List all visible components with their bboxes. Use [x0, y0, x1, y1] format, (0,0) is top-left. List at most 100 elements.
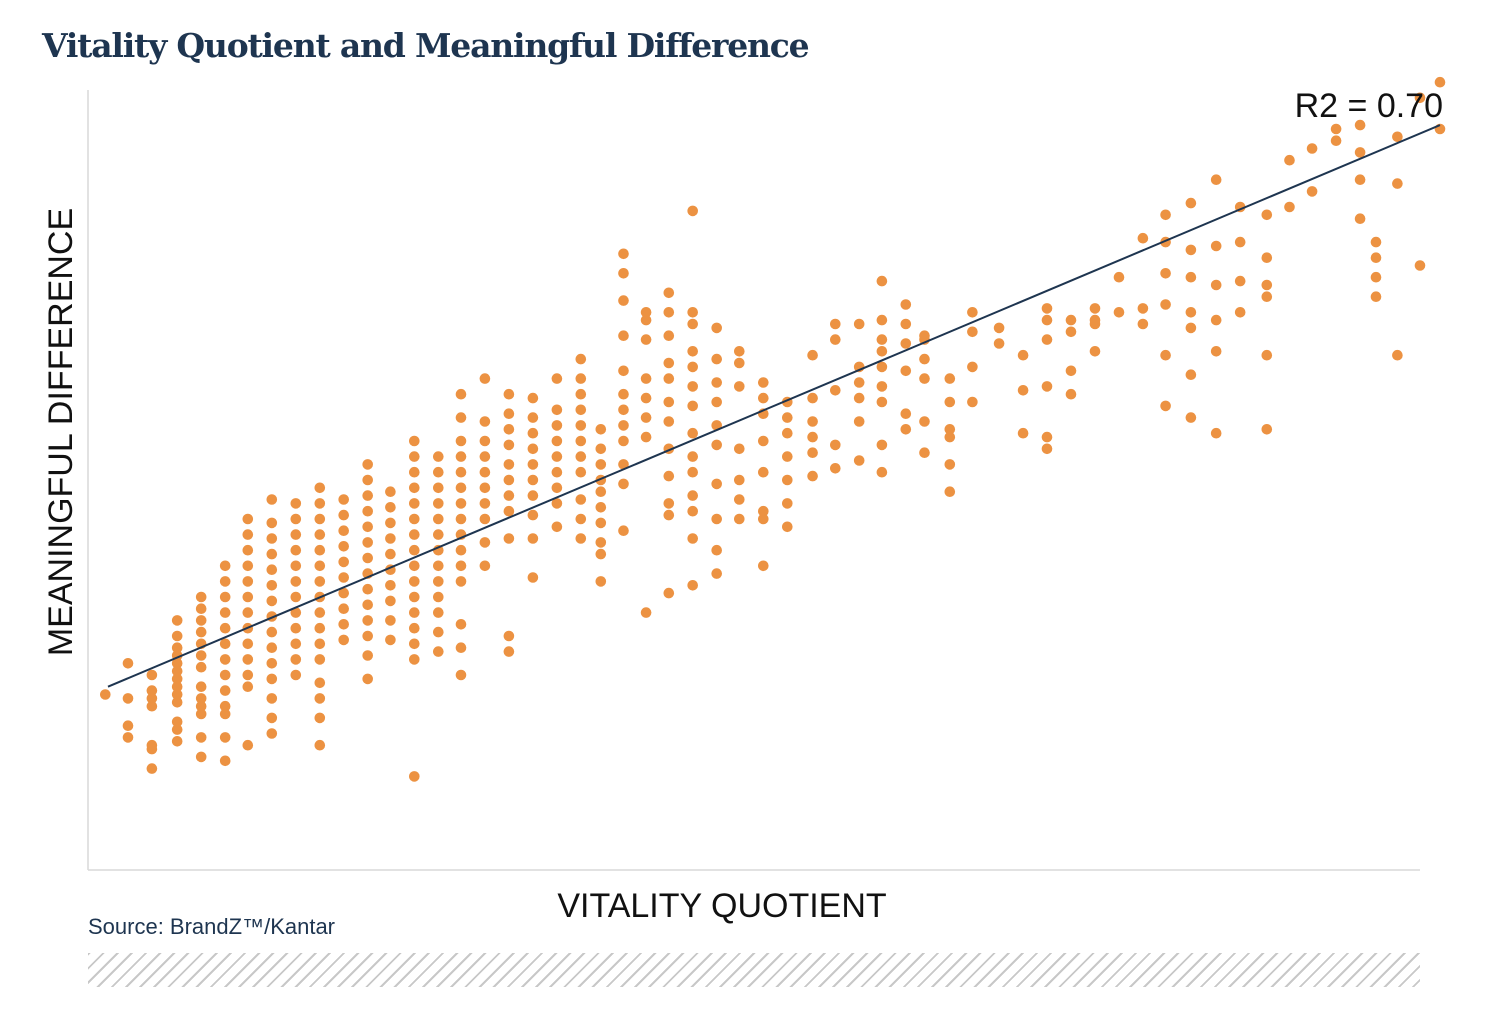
data-point — [146, 685, 158, 696]
data-point — [242, 560, 254, 572]
data-point — [146, 743, 158, 755]
data-point — [219, 560, 231, 572]
data-point — [171, 673, 183, 685]
data-point — [807, 416, 818, 427]
data-point — [195, 681, 207, 692]
data-point — [171, 642, 183, 653]
data-point — [266, 595, 278, 607]
data-point — [338, 541, 350, 552]
data-point — [876, 361, 888, 373]
data-point — [1210, 279, 1222, 291]
data-point — [711, 513, 722, 525]
data-point — [876, 381, 888, 392]
data-point — [876, 275, 888, 287]
data-point — [455, 669, 467, 681]
data-point — [338, 494, 350, 505]
data-point — [618, 435, 629, 447]
data-point — [618, 459, 629, 470]
data-point — [409, 529, 420, 540]
data-point — [362, 490, 374, 501]
data-point — [734, 443, 745, 455]
data-point — [385, 533, 396, 544]
data-point — [1370, 252, 1382, 263]
data-point — [1185, 244, 1197, 256]
data-point — [338, 572, 350, 583]
data-point — [758, 377, 769, 388]
data-point — [433, 591, 444, 603]
data-point — [122, 720, 134, 731]
data-point — [219, 732, 231, 743]
data-point — [595, 459, 607, 470]
data-point — [807, 431, 818, 443]
data-point — [1210, 174, 1222, 185]
data-point — [455, 513, 467, 525]
data-point — [663, 357, 675, 369]
data-point — [1137, 318, 1149, 330]
data-point — [503, 646, 515, 657]
data-point — [663, 470, 675, 482]
data-point — [830, 385, 841, 396]
data-point — [266, 712, 278, 724]
data-point — [1210, 427, 1222, 439]
data-point — [266, 564, 278, 575]
data-point — [242, 681, 254, 692]
data-point — [266, 658, 278, 669]
data-point — [455, 482, 467, 494]
data-point — [1041, 334, 1053, 345]
data-point — [919, 447, 930, 459]
data-point — [575, 513, 587, 525]
data-point — [944, 373, 956, 384]
data-point — [242, 739, 254, 751]
data-point — [266, 494, 278, 505]
data-point — [967, 326, 978, 338]
data-point — [618, 404, 629, 416]
data-point — [409, 435, 420, 447]
data-point — [618, 330, 629, 342]
data-point — [195, 603, 207, 614]
data-point — [266, 580, 278, 591]
data-point — [1160, 299, 1171, 310]
data-point — [944, 486, 956, 498]
data-point — [807, 392, 818, 404]
data-point — [758, 505, 769, 517]
data-point — [409, 466, 420, 478]
data-point — [338, 556, 350, 568]
data-point — [171, 697, 183, 708]
data-point — [1330, 135, 1342, 146]
data-point — [618, 268, 629, 279]
data-point — [1160, 400, 1171, 412]
data-point — [830, 463, 841, 474]
data-point — [314, 482, 326, 494]
data-point — [1160, 209, 1171, 221]
data-point — [195, 700, 207, 712]
data-point — [876, 346, 888, 357]
data-point — [1041, 303, 1053, 314]
data-point — [219, 638, 231, 650]
data-point — [171, 689, 183, 700]
data-point — [242, 607, 254, 618]
data-point — [595, 548, 607, 560]
data-point — [314, 576, 326, 587]
data-point — [362, 474, 374, 486]
data-point — [219, 669, 231, 681]
data-point — [314, 622, 326, 634]
data-point — [455, 642, 467, 653]
data-point — [479, 373, 491, 384]
data-point — [385, 517, 396, 529]
data-point — [1261, 252, 1273, 263]
data-point — [782, 474, 793, 486]
data-point — [1414, 260, 1426, 271]
data-point — [1284, 201, 1295, 213]
data-point — [1354, 174, 1366, 185]
data-point — [618, 478, 629, 490]
data-point — [687, 451, 698, 462]
data-point — [479, 498, 491, 509]
data-point — [433, 576, 444, 587]
data-point — [385, 548, 396, 560]
data-point — [618, 365, 629, 377]
data-point — [640, 392, 652, 404]
data-point — [807, 447, 818, 459]
data-point — [195, 693, 207, 704]
data-point — [919, 373, 930, 384]
data-point — [362, 599, 374, 611]
